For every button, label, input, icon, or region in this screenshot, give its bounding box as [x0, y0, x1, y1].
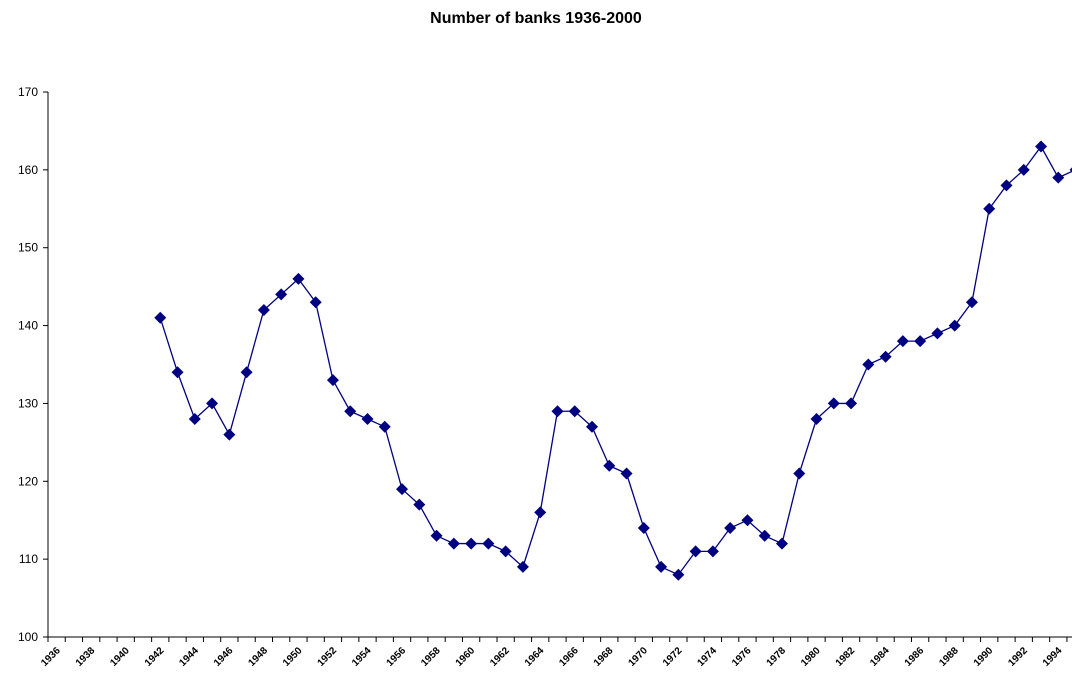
- data-point: [206, 397, 219, 410]
- data-point: [482, 537, 495, 550]
- data-point: [344, 405, 357, 418]
- data-point: [309, 296, 322, 309]
- data-point: [983, 202, 996, 215]
- data-point: [965, 296, 978, 309]
- data-point: [948, 319, 961, 332]
- x-tick-label: 1966: [557, 645, 581, 669]
- x-tick-label: 1976: [730, 645, 754, 669]
- y-tick-label: 120: [18, 474, 38, 488]
- data-point: [465, 537, 478, 550]
- x-tick-label: 1962: [488, 645, 512, 669]
- data-point: [672, 568, 685, 581]
- data-point: [223, 428, 236, 441]
- x-tick-label: 1978: [765, 645, 789, 669]
- data-point: [655, 560, 668, 573]
- x-tick-label: 1974: [696, 645, 720, 669]
- data-point: [741, 514, 754, 527]
- data-point: [637, 522, 650, 534]
- data-point: [1052, 171, 1065, 184]
- x-tick-label: 1936: [39, 645, 63, 669]
- y-tick-label: 170: [18, 85, 38, 99]
- x-tick-label: 1950: [281, 645, 305, 669]
- data-point: [775, 537, 788, 550]
- x-tick-label: 1956: [385, 645, 409, 669]
- x-tick-label: 1972: [661, 645, 685, 669]
- x-tick-label: 1938: [74, 645, 98, 669]
- data-point: [1017, 163, 1030, 176]
- x-tick-label: 1994: [1041, 645, 1065, 669]
- chart-title: Number of banks 1936-2000: [430, 10, 642, 27]
- x-tick-label: 1958: [419, 645, 443, 669]
- x-tick-label: 1954: [350, 645, 374, 669]
- x-tick-label: 1988: [937, 645, 961, 669]
- x-tick-label: 1946: [212, 645, 236, 669]
- x-tick-label: 1944: [177, 645, 201, 669]
- data-point: [378, 420, 391, 433]
- x-tick-label: 1986: [903, 645, 927, 669]
- data-point: [689, 545, 702, 558]
- data-point: [810, 413, 823, 425]
- data-point: [1069, 167, 1072, 173]
- data-point: [551, 405, 564, 418]
- data-point: [396, 483, 409, 496]
- data-point: [1035, 140, 1048, 153]
- data-point: [499, 545, 512, 558]
- x-tick-label: 1982: [834, 645, 858, 669]
- data-point: [758, 529, 771, 542]
- data-point: [361, 413, 374, 425]
- data-point: [914, 335, 927, 348]
- data-point: [706, 545, 719, 558]
- data-point: [845, 397, 858, 410]
- data-point: [447, 537, 460, 550]
- data-point: [568, 405, 581, 418]
- x-tick-label: 1940: [108, 645, 132, 669]
- data-point: [1000, 179, 1013, 192]
- data-point: [326, 374, 339, 387]
- x-tick-label: 1960: [454, 645, 478, 669]
- data-point: [827, 397, 840, 410]
- x-tick-label: 1990: [972, 645, 996, 669]
- data-point: [292, 272, 305, 285]
- data-point: [240, 366, 253, 379]
- data-point: [430, 529, 443, 542]
- x-tick-label: 1942: [143, 645, 167, 669]
- data-point: [896, 335, 909, 348]
- data-point: [171, 366, 184, 379]
- x-tick-label: 1984: [868, 645, 892, 669]
- y-tick-label: 140: [18, 319, 38, 333]
- series-line: [159, 145, 1072, 576]
- x-tick-label: 1952: [316, 645, 340, 669]
- data-point: [586, 420, 599, 433]
- y-tick-label: 130: [18, 396, 38, 410]
- data-point: [257, 304, 270, 316]
- data-point: [724, 522, 737, 534]
- x-tick-label: 1948: [246, 645, 270, 669]
- x-tick-label: 1980: [799, 645, 823, 669]
- y-tick-label: 110: [19, 552, 38, 566]
- y-tick-label: 100: [18, 630, 38, 644]
- x-tick-label: 1964: [523, 645, 547, 669]
- x-tick-label: 1968: [592, 645, 616, 669]
- data-point: [188, 413, 201, 425]
- data-point: [931, 327, 944, 340]
- data-point: [154, 311, 167, 324]
- x-tick-label: 1970: [626, 645, 650, 669]
- data-point: [879, 350, 892, 363]
- data-point: [534, 506, 547, 519]
- y-tick-label: 150: [18, 241, 38, 255]
- data-point: [862, 358, 875, 371]
- data-point: [603, 459, 616, 472]
- data-point: [620, 467, 633, 480]
- x-tick-label: 1992: [1006, 645, 1030, 669]
- data-point: [413, 498, 426, 511]
- y-tick-label: 160: [18, 163, 38, 177]
- data-point: [793, 467, 806, 480]
- data-point: [275, 288, 288, 301]
- data-point: [516, 560, 529, 573]
